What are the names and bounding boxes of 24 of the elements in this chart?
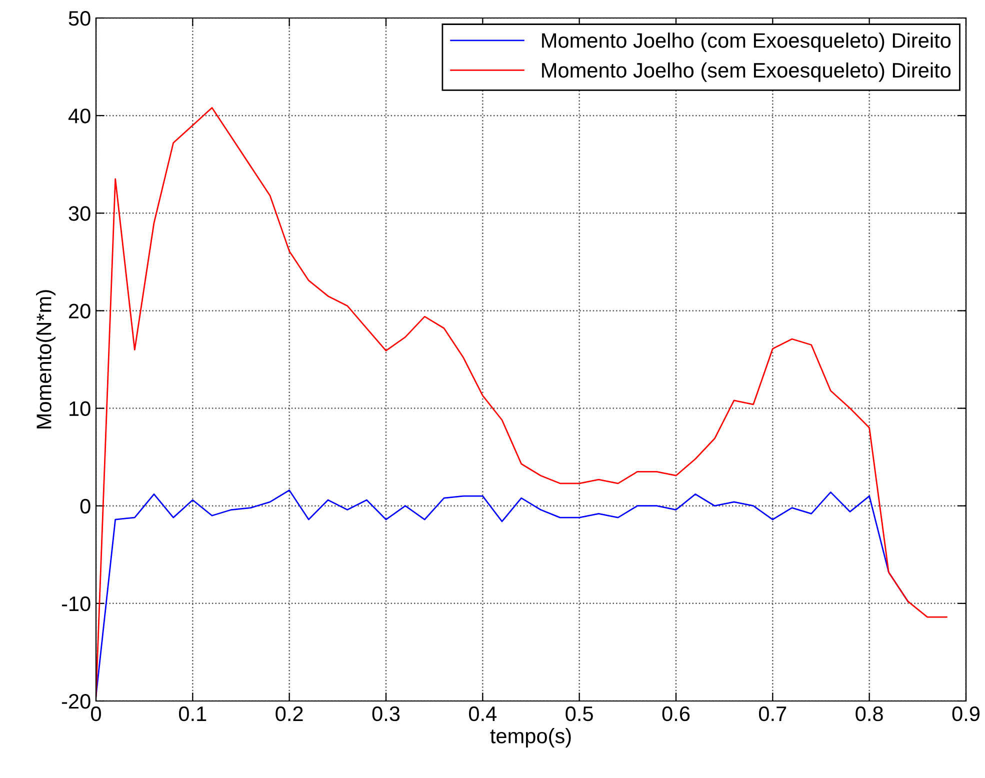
- y-axis-title: Momento(N*m): [36, 290, 56, 428]
- x-tick-label: 0.6: [662, 706, 690, 722]
- y-tick-label: 0: [80, 498, 90, 514]
- y-tick-label: -10: [62, 596, 90, 612]
- line-series: [96, 107, 948, 697]
- y-tick-label: 20: [69, 304, 90, 318]
- y-tick-label: 30: [68, 206, 90, 221]
- x-tick-label: 0.1: [179, 706, 206, 722]
- y-tick-label: 10: [70, 401, 90, 416]
- x-tick-label: 0.3: [372, 706, 400, 722]
- y-tick-label: -20: [62, 694, 90, 709]
- line-series: [96, 490, 909, 697]
- x-tick-label: 0.4: [469, 706, 497, 722]
- x-tick-label: 0.2: [276, 706, 303, 722]
- legend-label: Momento Joelho (com Exoesqueleto) Direito: [542, 32, 951, 52]
- x-axis-title: tempo(s): [490, 728, 571, 748]
- legend-label: Momento Joelho (sem Exoesqueleto) Direito: [542, 62, 951, 82]
- y-tick-label: 40: [68, 108, 90, 124]
- x-tick-label: 0.8: [856, 706, 883, 722]
- x-tick-label: 0.5: [566, 706, 593, 722]
- x-tick-label: 0.7: [759, 706, 786, 722]
- x-tick-label: 0: [91, 706, 101, 722]
- y-tick-label: 50: [68, 11, 90, 26]
- x-tick-label: 0.9: [952, 706, 980, 722]
